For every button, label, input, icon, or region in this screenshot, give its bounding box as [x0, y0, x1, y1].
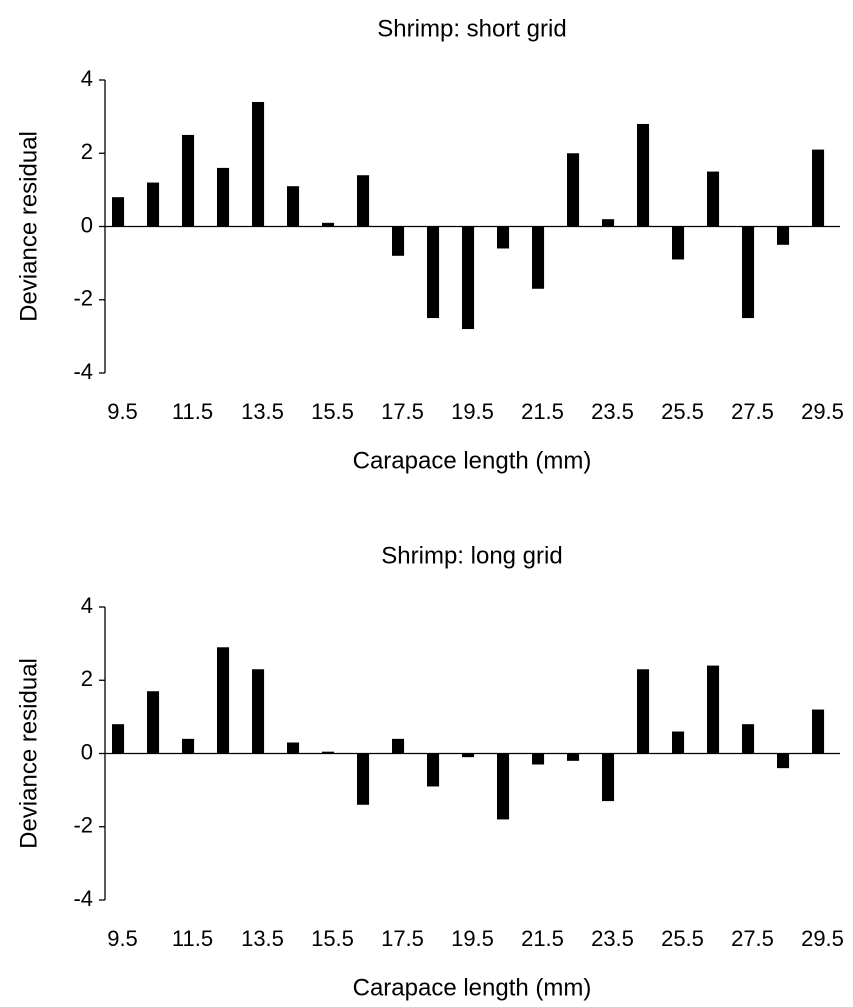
x-tick-label: 11.5: [172, 399, 213, 424]
bar: [602, 219, 615, 227]
bar: [637, 123, 650, 227]
x-axis-title: Carapace length (mm): [353, 974, 592, 1001]
y-tick-label: -2: [73, 286, 93, 311]
bar: [742, 226, 755, 319]
bar: [217, 167, 230, 227]
x-tick-label: 29.5: [801, 399, 844, 424]
bar: [462, 753, 475, 758]
y-tick-label: 0: [81, 212, 93, 237]
y-tick-label: 4: [81, 66, 93, 91]
x-tick-label: 21.5: [521, 399, 564, 424]
y-tick-label: 2: [81, 666, 93, 691]
y-axis-title: Deviance residual: [15, 658, 42, 849]
x-tick-label: 19.5: [451, 926, 494, 951]
y-tick-label: 2: [81, 139, 93, 164]
bar: [182, 134, 195, 227]
bar: [532, 753, 545, 765]
bar: [322, 222, 335, 227]
x-tick-label: 25.5: [661, 926, 704, 951]
chart-title: Shrimp: short grid: [377, 15, 566, 42]
bar: [742, 724, 755, 754]
bar: [252, 669, 265, 754]
bar: [287, 742, 300, 754]
bar: [357, 175, 370, 227]
x-tick-label: 9.5: [107, 399, 138, 424]
bar: [427, 753, 440, 787]
bar: [567, 153, 580, 227]
bar: [112, 724, 125, 754]
x-tick-label: 23.5: [591, 926, 634, 951]
bar: [147, 691, 160, 754]
x-tick-label: 29.5: [801, 926, 844, 951]
x-axis-title: Carapace length (mm): [353, 447, 592, 474]
bar: [672, 731, 685, 754]
bar: [637, 669, 650, 754]
x-tick-label: 17.5: [381, 399, 424, 424]
x-tick-label: 15.5: [311, 399, 354, 424]
y-tick-label: 0: [81, 739, 93, 764]
bar: [532, 226, 545, 289]
y-axis-title: Deviance residual: [15, 131, 42, 322]
x-tick-label: 21.5: [521, 926, 564, 951]
bar: [322, 751, 335, 754]
bar: [357, 753, 370, 805]
bar: [392, 738, 405, 754]
bar: [217, 647, 230, 754]
bar: [707, 171, 720, 227]
bar: [672, 226, 685, 260]
bar: [252, 101, 265, 227]
x-tick-label: 13.5: [241, 926, 284, 951]
y-tick-label: -4: [73, 359, 93, 384]
x-tick-label: 13.5: [241, 399, 284, 424]
bar: [777, 226, 790, 245]
bar: [812, 149, 825, 227]
x-tick-label: 27.5: [731, 926, 774, 951]
chart-title: Shrimp: long grid: [381, 542, 562, 569]
x-tick-label: 27.5: [731, 399, 774, 424]
bar: [567, 753, 580, 761]
bar: [392, 226, 405, 256]
bar: [287, 186, 300, 227]
bar: [497, 226, 510, 249]
x-tick-label: 17.5: [381, 926, 424, 951]
y-tick-label: -4: [73, 886, 93, 911]
x-tick-label: 9.5: [107, 926, 138, 951]
bar: [707, 665, 720, 754]
bar: [812, 709, 825, 754]
bar: [777, 753, 790, 769]
bar: [497, 753, 510, 820]
bar: [427, 226, 440, 319]
bar: [602, 753, 615, 802]
x-tick-label: 23.5: [591, 399, 634, 424]
bar: [147, 182, 160, 227]
x-tick-label: 15.5: [311, 926, 354, 951]
bar: [112, 197, 125, 227]
bar: [462, 226, 475, 330]
x-tick-label: 19.5: [451, 399, 494, 424]
x-tick-label: 11.5: [172, 926, 213, 951]
y-tick-label: -2: [73, 813, 93, 838]
x-tick-label: 25.5: [661, 399, 704, 424]
bar: [182, 738, 195, 754]
y-tick-label: 4: [81, 593, 93, 618]
